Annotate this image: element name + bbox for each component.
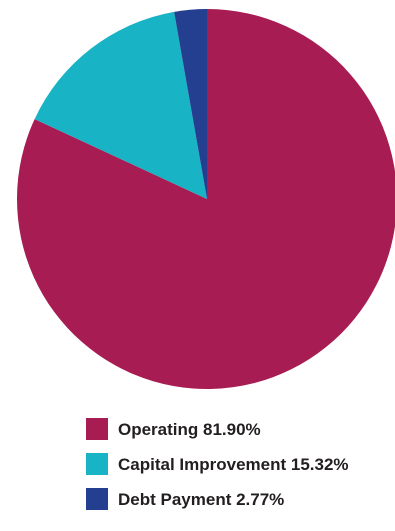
pie-slices (17, 9, 395, 389)
legend: Operating 81.90% Capital Improvement 15.3… (86, 418, 349, 510)
legend-label-operating: Operating 81.90% (118, 420, 261, 439)
legend-swatch-operating (86, 418, 108, 440)
pie-slice-operating (17, 9, 395, 389)
legend-label-debt-payment: Debt Payment 2.77% (118, 490, 284, 509)
pie-slice-debt-payment (174, 9, 207, 199)
legend-swatch-debt-payment (86, 488, 108, 510)
pie-slice-capital-improvement (34, 11, 208, 200)
legend-swatch-capital-improvement (86, 453, 108, 475)
legend-label-capital-improvement: Capital Improvement 15.32% (118, 455, 349, 474)
